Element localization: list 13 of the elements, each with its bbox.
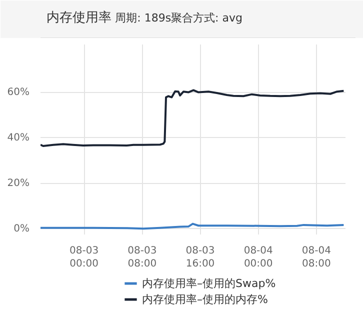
x-tick-label: 08-04 08:00 (302, 246, 331, 270)
y-tick-label: 40% (7, 132, 30, 144)
y-tick-label: 0% (14, 223, 30, 234)
chart-title: 内存使用率 (46, 10, 112, 26)
legend-label: 内存使用率–使用的内存% (142, 293, 268, 306)
y-tick-label: 20% (7, 178, 30, 189)
legend-label: 内存使用率–使用的Swap% (142, 277, 276, 290)
x-tick-label: 08-03 16:00 (186, 246, 215, 270)
x-tick-label: 08-03 00:00 (70, 246, 99, 270)
x-tick-label: 08-04 00:00 (244, 246, 273, 270)
chart-subtitle: 周期: 189s聚合方式: avg (115, 12, 243, 24)
y-tick-label: 60% (7, 86, 30, 98)
x-tick-label: 08-03 08:00 (128, 246, 157, 270)
